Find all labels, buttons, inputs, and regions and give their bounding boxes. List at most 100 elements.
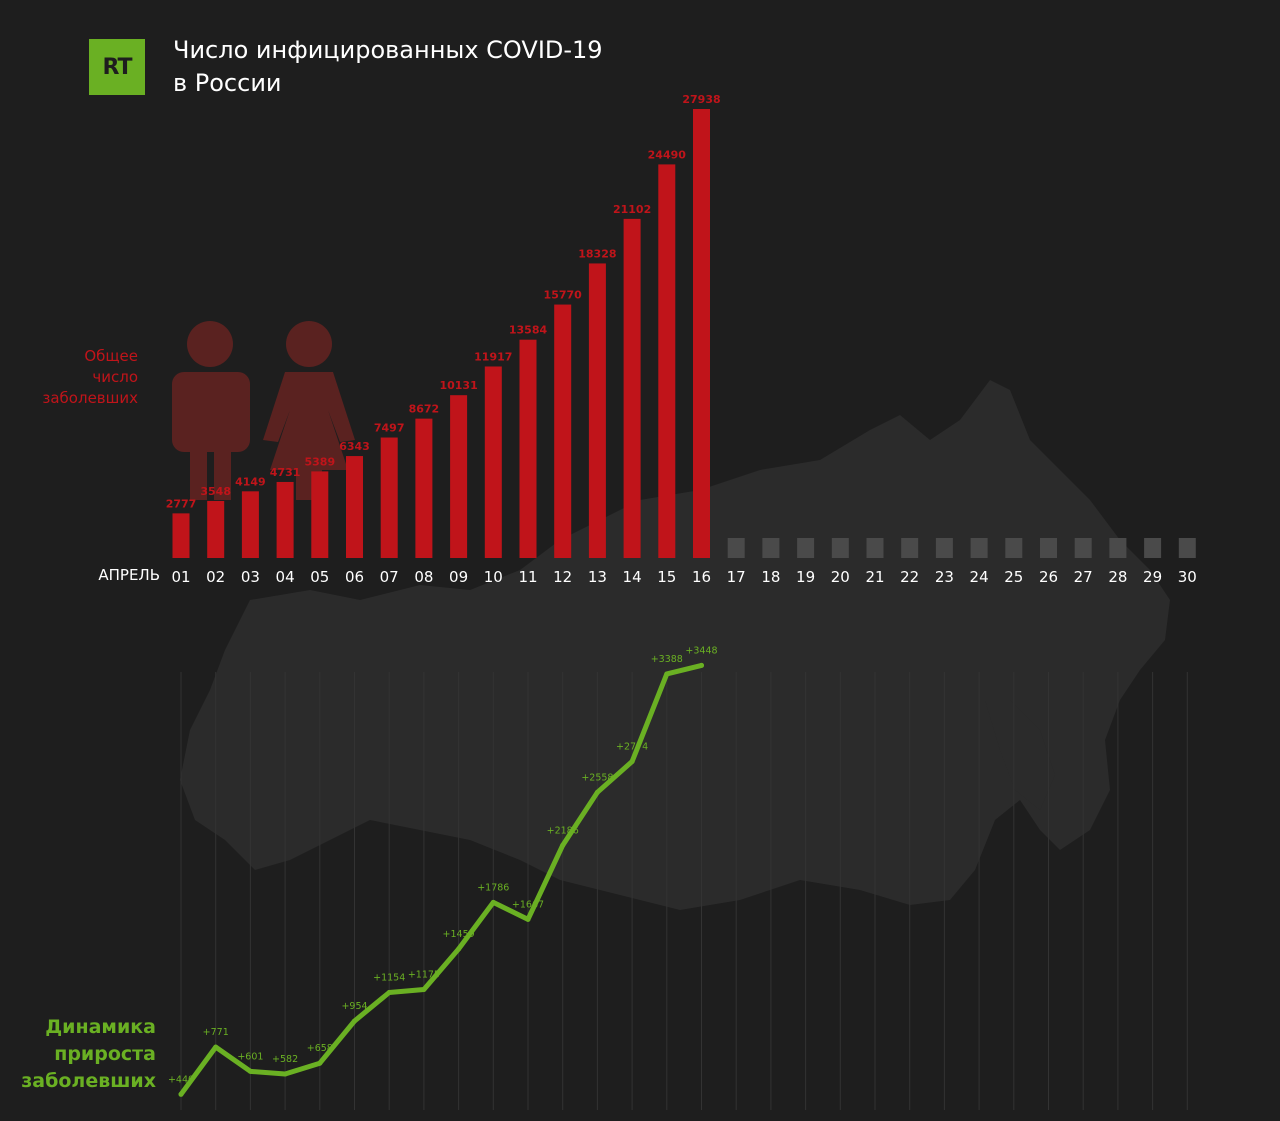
x-tick-label: 20 bbox=[831, 568, 850, 586]
x-tick-label: 09 bbox=[449, 568, 468, 586]
x-tick-label: 29 bbox=[1143, 568, 1162, 586]
line-point bbox=[352, 1018, 357, 1024]
line-value-label: +1154 bbox=[373, 972, 405, 983]
x-tick-label: 01 bbox=[171, 568, 190, 586]
placeholder-bar bbox=[727, 538, 745, 558]
total-label-line: число bbox=[92, 368, 138, 386]
bar-value-label: 5389 bbox=[304, 455, 335, 468]
line-point bbox=[247, 1068, 253, 1074]
growth-series-line bbox=[178, 662, 704, 1097]
line-value-label: +582 bbox=[272, 1054, 298, 1065]
line-point bbox=[178, 1091, 184, 1097]
title-line-1: Число инфицированных COVID-19 bbox=[173, 36, 603, 64]
line-point bbox=[560, 842, 566, 848]
map-of-russia-icon bbox=[180, 380, 1170, 910]
line-value-label: +2558 bbox=[581, 772, 613, 783]
bar bbox=[207, 500, 225, 558]
line-point bbox=[629, 759, 635, 765]
bar bbox=[450, 395, 468, 558]
bar-value-label: 7497 bbox=[374, 422, 405, 435]
bar bbox=[693, 108, 710, 558]
x-tick-label: 17 bbox=[727, 568, 746, 586]
line-point bbox=[386, 989, 392, 995]
bar-value-label: 18328 bbox=[578, 247, 616, 260]
total-label-line: Общее bbox=[84, 347, 138, 365]
bar-value-label: 15770 bbox=[544, 289, 583, 302]
bar-value-label: 10131 bbox=[439, 379, 477, 392]
page-title: Число инфицированных COVID-19 в России bbox=[173, 34, 603, 100]
line-value-label: +440 bbox=[168, 1074, 194, 1085]
placeholder-bar bbox=[970, 538, 988, 558]
x-tick-label: 07 bbox=[380, 568, 399, 586]
woman-icon bbox=[263, 321, 355, 500]
growth-label-line: прироста bbox=[54, 1043, 156, 1065]
x-tick-label: 23 bbox=[935, 568, 954, 586]
growth-label-line: Динамика bbox=[45, 1016, 156, 1038]
line-point bbox=[421, 987, 427, 992]
x-tick-label: 15 bbox=[657, 568, 676, 586]
x-tick-label: 02 bbox=[206, 568, 225, 586]
line-point bbox=[699, 662, 704, 668]
placeholder-bar bbox=[935, 538, 953, 558]
bar-value-label: 6343 bbox=[339, 440, 370, 453]
line-value-label: +2774 bbox=[616, 742, 648, 753]
bar bbox=[380, 437, 398, 558]
bar bbox=[484, 366, 502, 558]
line-point bbox=[525, 916, 531, 922]
line-value-label: +1175 bbox=[408, 970, 440, 981]
bar-value-label: 24490 bbox=[648, 148, 687, 161]
placeholder-bar bbox=[831, 538, 849, 558]
x-tick-label: 08 bbox=[414, 568, 433, 586]
line-point bbox=[282, 1071, 288, 1077]
x-tick-label: 24 bbox=[970, 568, 989, 586]
growth-label-line: заболевших bbox=[21, 1070, 156, 1092]
x-tick-label: 25 bbox=[1004, 568, 1023, 586]
line-value-label: +601 bbox=[237, 1051, 263, 1062]
line-point bbox=[456, 946, 462, 952]
x-tick-label: 06 bbox=[345, 568, 364, 586]
bar-value-label: 4149 bbox=[235, 475, 266, 488]
x-tick-label: 27 bbox=[1074, 568, 1093, 586]
x-tick-label: 05 bbox=[310, 568, 329, 586]
bar bbox=[346, 456, 363, 558]
x-tick-label: 21 bbox=[865, 568, 884, 586]
bar bbox=[588, 263, 606, 558]
bar bbox=[276, 481, 294, 558]
line-point bbox=[594, 789, 600, 795]
line-value-label: +3388 bbox=[651, 654, 683, 665]
placeholder-bar bbox=[762, 538, 780, 558]
placeholder-bar bbox=[1109, 538, 1127, 558]
growth-label: Динамика прироста заболевших bbox=[10, 1014, 156, 1095]
x-tick-label: 04 bbox=[276, 568, 295, 586]
bar-value-label: 11917 bbox=[474, 350, 512, 363]
bar-value-label: 13584 bbox=[509, 324, 548, 337]
placeholder-bar bbox=[1178, 538, 1196, 558]
x-tick-label: 30 bbox=[1178, 568, 1197, 586]
line-value-label: +1786 bbox=[477, 882, 509, 893]
title-line-2: в России bbox=[173, 69, 282, 97]
placeholder-bar bbox=[1040, 538, 1057, 558]
x-tick-label: 26 bbox=[1039, 568, 1058, 586]
total-label-line: заболевших bbox=[42, 389, 138, 407]
x-tick-label: 12 bbox=[553, 568, 572, 586]
bar-value-label: 8672 bbox=[409, 403, 440, 416]
bar bbox=[415, 418, 433, 558]
rt-logo-text: RT bbox=[102, 54, 133, 80]
bar bbox=[658, 164, 676, 559]
x-tick-label: 16 bbox=[692, 568, 711, 586]
bar-value-label: 3548 bbox=[200, 485, 231, 498]
bar bbox=[172, 513, 190, 558]
line-value-label: +658 bbox=[307, 1043, 333, 1054]
bar-value-label: 27938 bbox=[682, 93, 720, 106]
x-tick-label: 19 bbox=[796, 568, 815, 586]
man-icon bbox=[172, 321, 250, 500]
rt-logo: RT bbox=[89, 39, 145, 95]
bar bbox=[623, 218, 641, 558]
x-tick-label: 13 bbox=[588, 568, 607, 586]
line-value-label: +1667 bbox=[512, 899, 544, 910]
bar bbox=[311, 471, 329, 558]
line-value-label: +2186 bbox=[547, 825, 579, 836]
map-detail-kamchatka bbox=[985, 700, 1055, 810]
line-point bbox=[664, 671, 670, 677]
